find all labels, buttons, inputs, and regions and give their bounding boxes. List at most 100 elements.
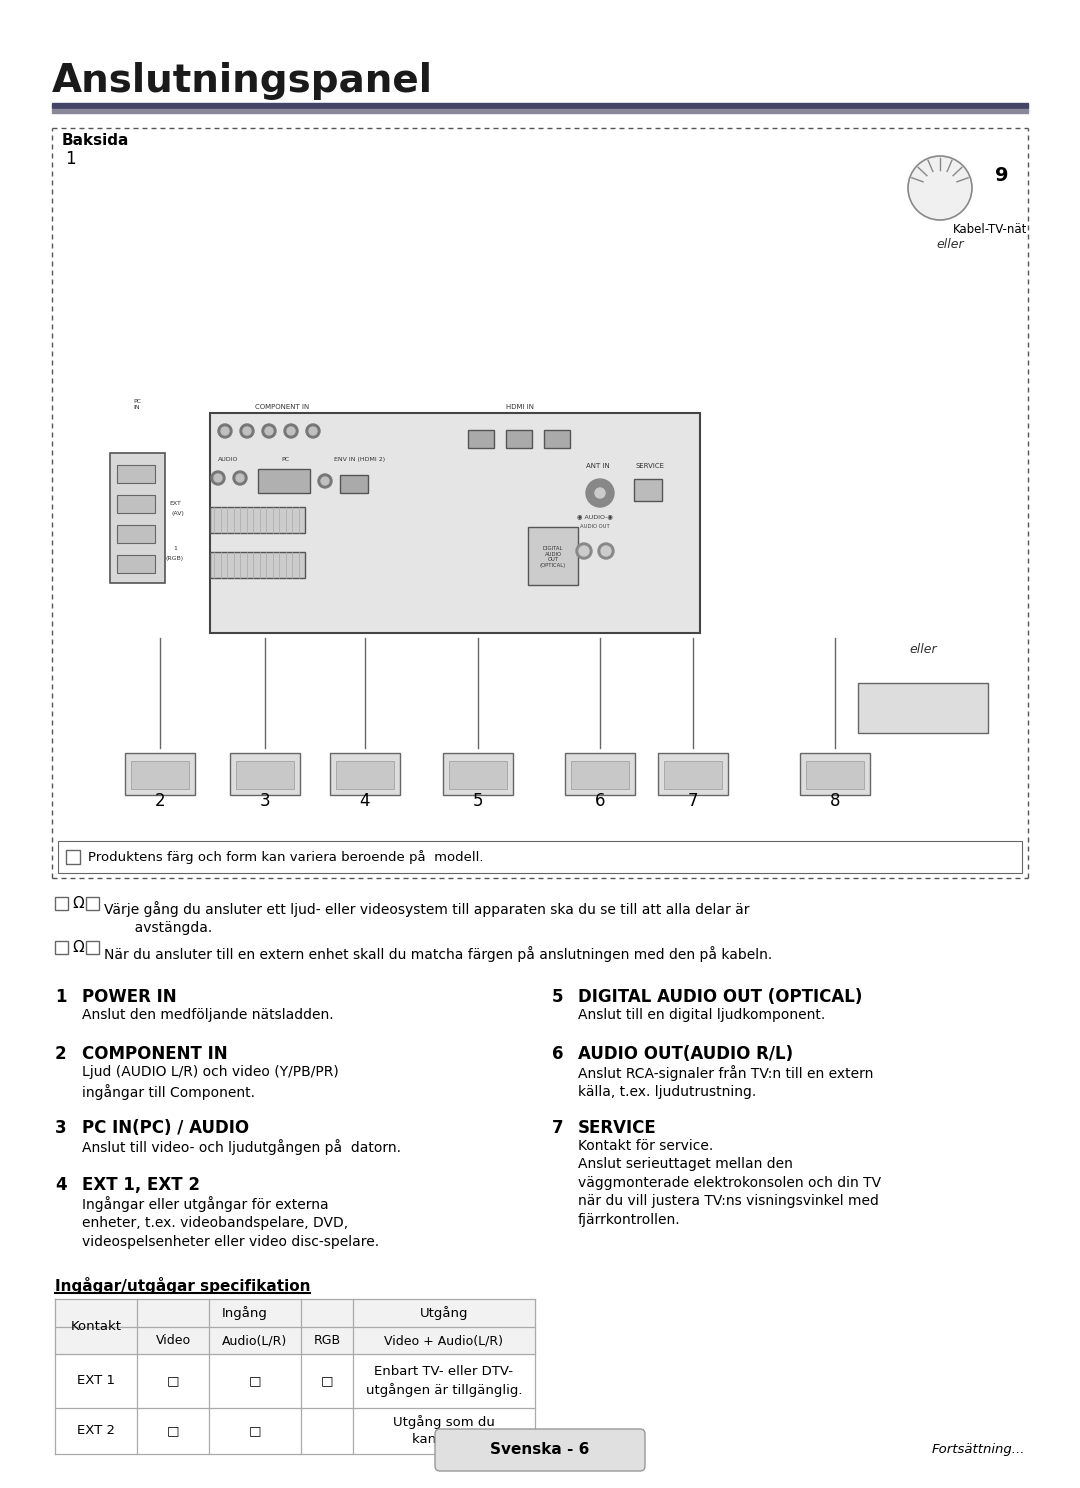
- Bar: [565, 753, 635, 795]
- Text: 6: 6: [552, 1045, 564, 1062]
- Text: Anslut till video- och ljudutgången på  datorn.: Anslut till video- och ljudutgången på d…: [82, 1138, 401, 1155]
- Text: Fortsättning...: Fortsättning...: [931, 1443, 1025, 1457]
- Text: Kontakt: Kontakt: [70, 1320, 121, 1333]
- Text: DIGITAL
AUDIO
OUT
(OPTICAL): DIGITAL AUDIO OUT (OPTICAL): [540, 546, 566, 568]
- Text: Ljud (AUDIO L/R) och video (Y/PB/PR)
ingångar till Component.: Ljud (AUDIO L/R) och video (Y/PB/PR) ing…: [82, 1065, 339, 1100]
- Text: □: □: [166, 1424, 179, 1437]
- Bar: [507, 430, 532, 448]
- Bar: [336, 760, 394, 789]
- Circle shape: [318, 475, 332, 488]
- Bar: [858, 683, 988, 734]
- Text: □: □: [248, 1424, 261, 1437]
- Circle shape: [262, 424, 276, 437]
- Bar: [258, 469, 310, 493]
- Circle shape: [321, 478, 329, 485]
- Text: Kabel-TV-nät: Kabel-TV-nät: [953, 223, 1027, 237]
- Text: ◉ AUDIO-◉: ◉ AUDIO-◉: [577, 513, 613, 519]
- Bar: [210, 552, 305, 577]
- Bar: [330, 753, 400, 795]
- Circle shape: [243, 427, 251, 434]
- Bar: [800, 753, 870, 795]
- Text: 5: 5: [552, 988, 564, 1006]
- Text: EXT 1, EXT 2: EXT 1, EXT 2: [82, 1176, 200, 1193]
- Bar: [131, 760, 189, 789]
- Text: 4: 4: [360, 792, 370, 809]
- Text: PC IN(PC) / AUDIO: PC IN(PC) / AUDIO: [82, 1119, 249, 1137]
- Bar: [658, 753, 728, 795]
- Circle shape: [214, 475, 222, 482]
- Bar: [52, 103, 1028, 109]
- Text: Utgång: Utgång: [420, 1306, 469, 1320]
- Circle shape: [908, 156, 972, 220]
- Circle shape: [306, 424, 320, 437]
- Bar: [66, 850, 80, 865]
- Bar: [210, 414, 700, 632]
- Text: □: □: [166, 1375, 179, 1387]
- Text: EXT: EXT: [170, 501, 181, 506]
- Bar: [544, 430, 570, 448]
- Bar: [52, 109, 1028, 113]
- Circle shape: [240, 424, 254, 437]
- Text: Video + Audio(L/R): Video + Audio(L/R): [384, 1335, 503, 1347]
- Text: 3: 3: [259, 792, 270, 809]
- Circle shape: [218, 424, 232, 437]
- Bar: [55, 897, 68, 911]
- Circle shape: [287, 427, 295, 434]
- Text: SERVICE: SERVICE: [578, 1119, 657, 1137]
- Text: (AV): (AV): [172, 510, 185, 516]
- Bar: [110, 452, 165, 583]
- Circle shape: [265, 427, 273, 434]
- Text: Enbart TV- eller DTV-
utgången är tillgänglig.: Enbart TV- eller DTV- utgången är tillgä…: [366, 1366, 523, 1397]
- Text: Svenska - 6: Svenska - 6: [490, 1442, 590, 1458]
- Bar: [117, 555, 156, 573]
- Bar: [237, 760, 294, 789]
- Bar: [230, 753, 300, 795]
- Text: EXT 2: EXT 2: [77, 1424, 114, 1437]
- Text: Baksida: Baksida: [62, 132, 130, 147]
- Text: □: □: [321, 1375, 334, 1387]
- Bar: [806, 760, 864, 789]
- Text: 1: 1: [65, 150, 76, 168]
- Text: 5: 5: [473, 792, 483, 809]
- Text: Anslutningspanel: Anslutningspanel: [52, 62, 433, 100]
- Text: Anslut till en digital ljudkomponent.: Anslut till en digital ljudkomponent.: [578, 1007, 825, 1022]
- Text: COMPONENT IN: COMPONENT IN: [82, 1045, 228, 1062]
- Circle shape: [284, 424, 298, 437]
- Bar: [125, 753, 195, 795]
- Text: Värje gång du ansluter ett ljud- eller videosystem till apparaten ska du se till: Värje gång du ansluter ett ljud- eller v…: [104, 902, 750, 936]
- Bar: [468, 430, 494, 448]
- Bar: [86, 897, 99, 911]
- Text: DIGITAL AUDIO OUT (OPTICAL): DIGITAL AUDIO OUT (OPTICAL): [578, 988, 862, 1006]
- Text: 6: 6: [595, 792, 605, 809]
- Text: När du ansluter till en extern enhet skall du matcha färgen på anslutningen med : När du ansluter till en extern enhet ska…: [104, 946, 772, 961]
- Bar: [55, 1299, 535, 1354]
- Bar: [528, 527, 578, 585]
- Text: COMPONENT IN: COMPONENT IN: [255, 405, 309, 411]
- Text: Ingång: Ingång: [222, 1306, 268, 1320]
- Text: (RGB): (RGB): [166, 557, 184, 561]
- Text: eller: eller: [936, 238, 963, 251]
- Text: RGB: RGB: [313, 1335, 340, 1347]
- Text: eller: eller: [909, 643, 936, 656]
- Text: EXT 1: EXT 1: [77, 1375, 114, 1387]
- Text: Anslut RCA-signaler från TV:n till en extern
källa, t.ex. ljudutrustning.: Anslut RCA-signaler från TV:n till en ex…: [578, 1065, 874, 1100]
- Text: Utgång som du
kan välja.: Utgång som du kan välja.: [393, 1415, 495, 1446]
- Bar: [210, 507, 305, 533]
- Text: AUDIO: AUDIO: [218, 457, 239, 461]
- Text: 2: 2: [55, 1045, 67, 1062]
- Text: Produktens färg och form kan variera beroende på  modell.: Produktens färg och form kan variera ber…: [87, 850, 484, 865]
- Text: 2: 2: [154, 792, 165, 809]
- Circle shape: [211, 472, 225, 485]
- Bar: [58, 841, 1022, 873]
- Circle shape: [579, 546, 589, 557]
- Circle shape: [576, 543, 592, 559]
- Text: PC: PC: [281, 457, 289, 461]
- Bar: [117, 496, 156, 513]
- Circle shape: [237, 475, 244, 482]
- Circle shape: [595, 488, 605, 498]
- Text: Ω: Ω: [72, 896, 84, 911]
- Text: 8: 8: [829, 792, 840, 809]
- Bar: [443, 753, 513, 795]
- Circle shape: [221, 427, 229, 434]
- Text: □: □: [248, 1375, 261, 1387]
